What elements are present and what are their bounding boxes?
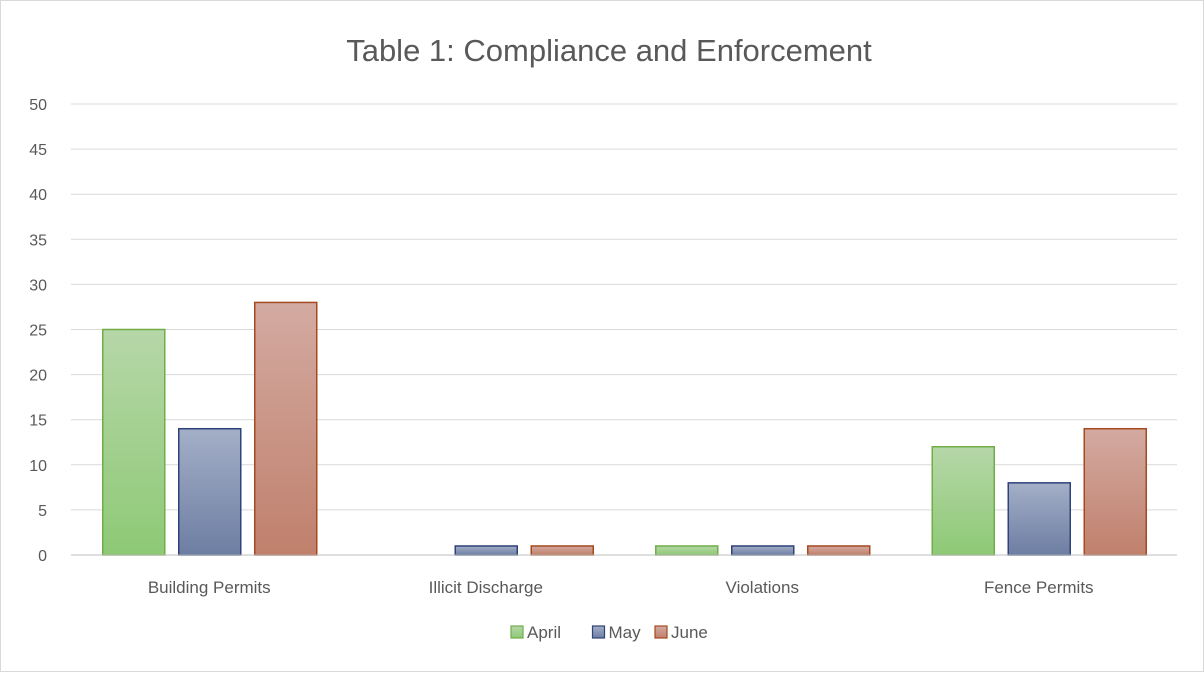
legend-swatch-april xyxy=(510,625,524,639)
y-tick-label: 45 xyxy=(29,142,47,159)
x-category-label: Violations xyxy=(726,578,799,597)
bar-may-violations xyxy=(731,545,795,556)
y-tick-label: 25 xyxy=(29,323,47,340)
y-axis-ticks: 0 5 10 15 20 25 30 35 40 45 50 xyxy=(29,97,47,565)
y-tick-label: 50 xyxy=(29,97,47,114)
legend-label-april: April xyxy=(527,623,561,642)
bar-may-illicit-discharge xyxy=(454,545,518,556)
x-category-label: Fence Permits xyxy=(984,578,1094,597)
bar-may-fence-permits xyxy=(1007,482,1071,556)
bar-june-illicit-discharge xyxy=(530,545,594,556)
y-tick-label: 35 xyxy=(29,232,47,249)
y-tick-label: 15 xyxy=(29,413,47,430)
bar-june-fence-permits xyxy=(1083,427,1147,556)
bar-june-building-permits xyxy=(254,301,318,556)
chart-title: Table 1: Compliance and Enforcement xyxy=(346,33,872,68)
bar-june-violations xyxy=(807,545,871,556)
y-tick-label: 0 xyxy=(38,548,47,565)
x-axis-categories: Building Permits Illicit Discharge Violati… xyxy=(148,578,1094,597)
x-category-label: Illicit Discharge xyxy=(429,578,543,597)
bar-april-violations xyxy=(655,545,719,556)
x-category-label: Building Permits xyxy=(148,578,271,597)
y-tick-label: 20 xyxy=(29,368,47,385)
legend-label-june: June xyxy=(671,623,708,642)
bar-april-building-permits xyxy=(102,328,166,556)
bar-may-building-permits xyxy=(178,427,242,556)
y-tick-label: 10 xyxy=(29,458,47,475)
bars xyxy=(102,301,1147,556)
legend-swatch-june xyxy=(654,625,668,639)
bar-april-fence-permits xyxy=(931,446,995,556)
y-tick-label: 40 xyxy=(29,187,47,204)
y-tick-label: 5 xyxy=(38,503,47,520)
legend-label-may: May xyxy=(609,623,642,642)
y-tick-label: 30 xyxy=(29,277,47,294)
legend: April May June xyxy=(510,623,708,642)
legend-swatch-may xyxy=(591,625,606,639)
